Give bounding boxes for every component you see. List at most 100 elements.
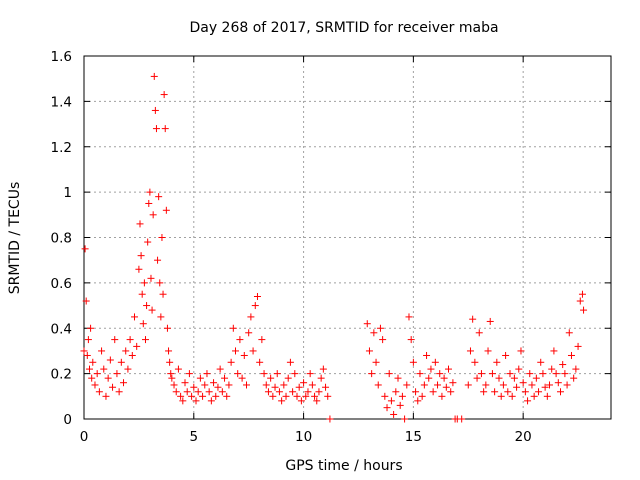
- data-point: [150, 72, 158, 80]
- data-point: [572, 365, 580, 373]
- data-point: [519, 379, 527, 387]
- data-point: [376, 324, 384, 332]
- data-point: [149, 211, 157, 219]
- data-point: [229, 324, 237, 332]
- data-point: [170, 381, 178, 389]
- data-point: [284, 374, 292, 382]
- data-point: [488, 370, 496, 378]
- data-point: [477, 370, 485, 378]
- data-point: [315, 388, 323, 396]
- data-point: [80, 347, 88, 355]
- data-point: [253, 292, 261, 300]
- axis-ticks: [83, 55, 611, 420]
- data-point: [482, 381, 490, 389]
- data-point: [548, 365, 556, 373]
- y-tick-label: 1.4: [51, 94, 72, 110]
- data-point: [289, 388, 297, 396]
- data-point: [91, 381, 99, 389]
- data-point: [168, 374, 176, 382]
- data-point: [131, 313, 139, 321]
- data-point: [192, 397, 200, 405]
- data-point: [449, 379, 457, 387]
- data-point: [550, 347, 558, 355]
- data-point: [563, 381, 571, 389]
- data-point: [81, 245, 89, 253]
- data-point: [140, 279, 148, 287]
- data-point: [401, 415, 409, 423]
- data-point: [480, 388, 488, 396]
- data-point: [524, 397, 532, 405]
- x-tick-label: 15: [405, 429, 422, 445]
- data-point: [508, 392, 516, 400]
- data-point: [405, 313, 413, 321]
- data-point: [381, 392, 389, 400]
- data-point: [532, 374, 540, 382]
- data-point: [83, 351, 91, 359]
- data-point: [158, 234, 166, 241]
- data-point: [372, 358, 380, 366]
- data-point: [510, 374, 518, 382]
- data-point: [157, 313, 165, 321]
- data-point: [420, 381, 428, 389]
- y-tick-label: 0.6: [51, 276, 72, 292]
- data-point: [194, 388, 202, 396]
- data-point: [535, 388, 543, 396]
- data-point: [111, 336, 119, 344]
- data-point: [181, 379, 189, 387]
- data-point: [543, 392, 551, 400]
- data-point: [300, 379, 308, 387]
- data-point: [100, 365, 108, 373]
- data-point: [541, 383, 549, 391]
- data-point: [264, 388, 272, 396]
- data-point: [539, 370, 547, 378]
- data-point: [128, 351, 136, 359]
- data-point: [306, 370, 314, 378]
- data-point: [221, 374, 229, 382]
- data-point: [308, 381, 316, 389]
- data-point: [570, 374, 578, 382]
- data-point: [133, 342, 141, 350]
- data-point: [242, 381, 250, 389]
- data-point: [183, 388, 191, 396]
- data-point: [155, 193, 163, 201]
- data-point: [162, 206, 170, 214]
- data-point: [546, 381, 554, 389]
- data-point: [486, 317, 494, 325]
- data-point: [554, 379, 562, 387]
- data-point: [282, 392, 290, 400]
- data-point: [138, 290, 146, 298]
- data-point: [322, 383, 330, 391]
- data-point: [258, 336, 266, 344]
- data-point: [530, 392, 538, 400]
- data-point: [179, 397, 187, 405]
- data-point: [319, 365, 327, 373]
- data-point: [216, 365, 224, 373]
- data-point: [190, 383, 198, 391]
- data-point: [475, 329, 483, 337]
- data-point: [227, 358, 235, 366]
- data-point: [240, 351, 248, 359]
- data-point: [141, 336, 149, 344]
- y-tick-label: 0: [63, 412, 72, 428]
- data-point: [556, 388, 564, 396]
- data-point: [161, 125, 169, 133]
- data-point: [497, 392, 505, 400]
- data-point: [135, 265, 143, 273]
- data-point: [177, 392, 185, 400]
- data-point: [392, 388, 400, 396]
- data-point: [313, 397, 321, 405]
- data-point: [214, 383, 222, 391]
- data-point: [574, 342, 582, 350]
- data-point: [403, 381, 411, 389]
- data-point: [256, 358, 264, 366]
- data-point: [526, 370, 534, 378]
- data-point: [297, 397, 305, 405]
- data-point: [416, 370, 424, 378]
- data-point: [466, 347, 474, 355]
- data-point: [499, 381, 507, 389]
- data-point: [440, 374, 448, 382]
- data-point: [124, 365, 132, 373]
- data-point: [159, 290, 167, 298]
- data-point: [185, 370, 193, 378]
